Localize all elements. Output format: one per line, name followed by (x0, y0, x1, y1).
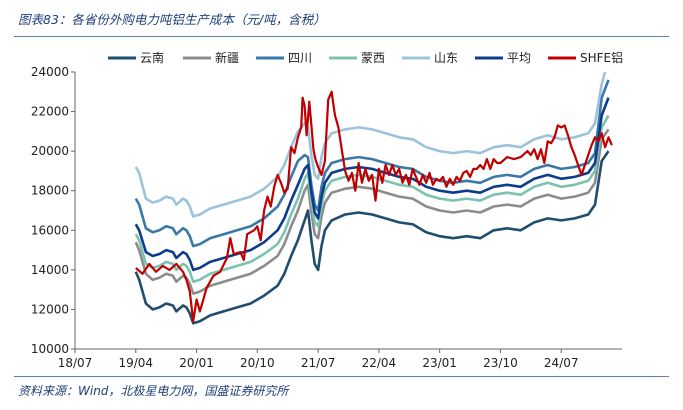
legend-label-6: SHFE铝 (580, 50, 623, 65)
y-tick-label: 12000 (31, 302, 69, 316)
y-tick-label: 24000 (31, 65, 69, 79)
line-chart: 10000 12000 14000 16000 18000 20000 22000 24000… (31, 50, 623, 370)
y-tick-label: 22000 (31, 105, 69, 119)
x-tick-label: 24/07 (544, 356, 579, 370)
y-tick-label: 20000 (31, 144, 69, 158)
y-tick-label: 14000 (31, 263, 69, 277)
y-tick-label: 18000 (31, 184, 69, 198)
source-divider (14, 376, 669, 377)
source-note: 资料来源：Wind，北极星电力网，国盛证券研究所 (18, 384, 289, 398)
legend-label-4: 山东 (434, 51, 458, 65)
series-line-6 (135, 90, 613, 323)
series-line-3 (134, 114, 610, 283)
x-tick-label: 23/10 (483, 356, 518, 370)
x-tick-label: 18/07 (58, 356, 93, 370)
legend-label-3: 蒙西 (361, 51, 385, 65)
legend-label-0: 云南 (140, 50, 164, 65)
x-tick-label: 22/04 (362, 356, 397, 370)
title-divider (14, 36, 669, 37)
series-line-4 (134, 71, 607, 218)
legend-label-2: 四川 (288, 51, 312, 65)
chart-axes: 10000 12000 14000 16000 18000 20000 22000 24000… (31, 65, 622, 370)
series-line-2 (134, 79, 610, 248)
y-tick-label: 10000 (31, 342, 69, 356)
x-tick-label: 23/01 (422, 356, 457, 370)
x-tick-label: 19/04 (118, 356, 153, 370)
x-tick-label: 21/07 (301, 356, 336, 370)
y-tick-label: 16000 (31, 223, 69, 237)
series-line-0 (134, 150, 610, 325)
legend-label-5: 平均 (507, 51, 531, 65)
chart-series (134, 71, 613, 325)
legend-label-1: 新疆 (215, 50, 239, 65)
x-tick-label: 20/01 (179, 356, 214, 370)
x-tick-label: 20/10 (240, 356, 275, 370)
chart-legend: 云南 新疆 四川 蒙西 山东 平均 SHFE铝 (108, 50, 623, 65)
series-line-5 (134, 97, 610, 272)
chart-title: 图表83：各省份外购电力吨铝生产成本（元/吨，含税） (18, 12, 326, 27)
